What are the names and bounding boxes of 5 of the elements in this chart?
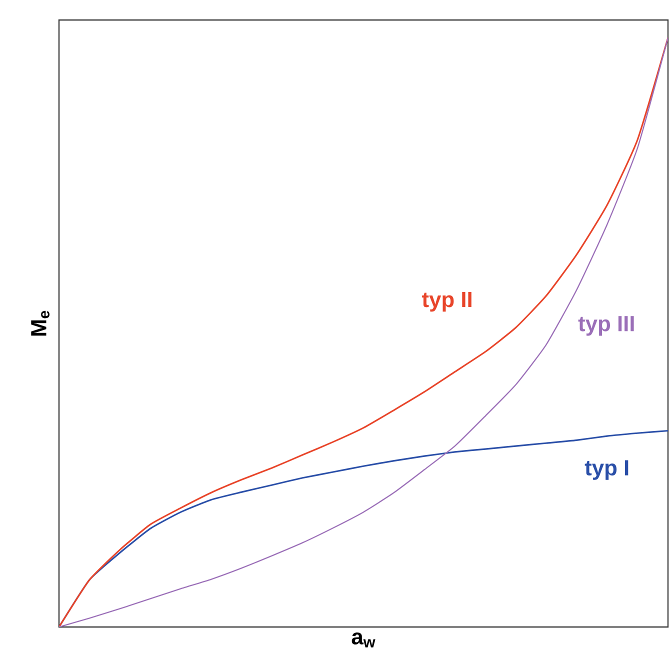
series-label: typ I — [584, 460, 628, 480]
series-label: typ II — [422, 292, 472, 312]
y-axis-title: M$_{e}$ — [31, 310, 50, 336]
series-label: typ III — [578, 316, 634, 336]
x-axis-title: a$_{w}$ — [352, 632, 376, 648]
